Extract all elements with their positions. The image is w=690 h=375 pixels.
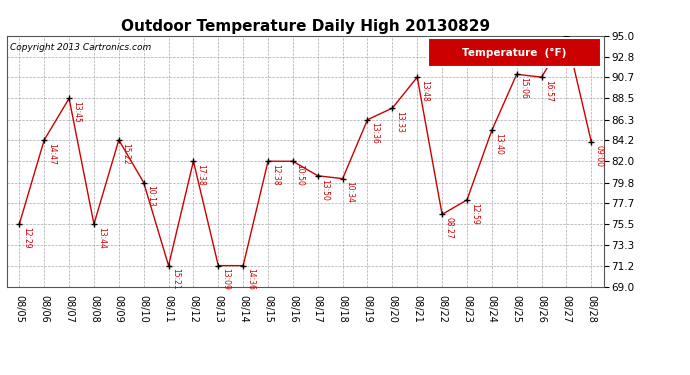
- Text: 12:59: 12:59: [470, 202, 479, 224]
- Text: 15:06: 15:06: [520, 77, 529, 99]
- Text: 16:57: 16:57: [544, 80, 553, 102]
- Text: 13:09: 13:09: [221, 268, 230, 290]
- Text: 13:36: 13:36: [371, 123, 380, 144]
- Text: 09:00: 09:00: [594, 145, 603, 167]
- Text: 13:44: 13:44: [97, 227, 106, 249]
- Text: 12:29: 12:29: [22, 227, 31, 249]
- Text: 13:50: 13:50: [321, 178, 330, 200]
- Text: 08:27: 08:27: [445, 217, 454, 239]
- Text: 10:13: 10:13: [146, 185, 155, 207]
- Text: 13:45: 13:45: [72, 101, 81, 123]
- Text: 10:50: 10:50: [296, 164, 305, 186]
- Title: Outdoor Temperature Daily High 20130829: Outdoor Temperature Daily High 20130829: [121, 20, 490, 34]
- Text: 13:48: 13:48: [420, 80, 429, 102]
- Text: 10:34: 10:34: [346, 182, 355, 203]
- Text: 15:21: 15:21: [171, 268, 180, 290]
- Text: 14:47: 14:47: [47, 143, 56, 165]
- Text: 14:36: 14:36: [246, 268, 255, 290]
- Text: 13:33: 13:33: [395, 111, 404, 133]
- Text: 12:38: 12:38: [270, 164, 280, 186]
- Text: 15:22: 15:22: [121, 143, 130, 164]
- Text: 17:38: 17:38: [196, 164, 205, 186]
- Text: Copyright 2013 Cartronics.com: Copyright 2013 Cartronics.com: [10, 43, 151, 52]
- Text: 13:40: 13:40: [495, 133, 504, 155]
